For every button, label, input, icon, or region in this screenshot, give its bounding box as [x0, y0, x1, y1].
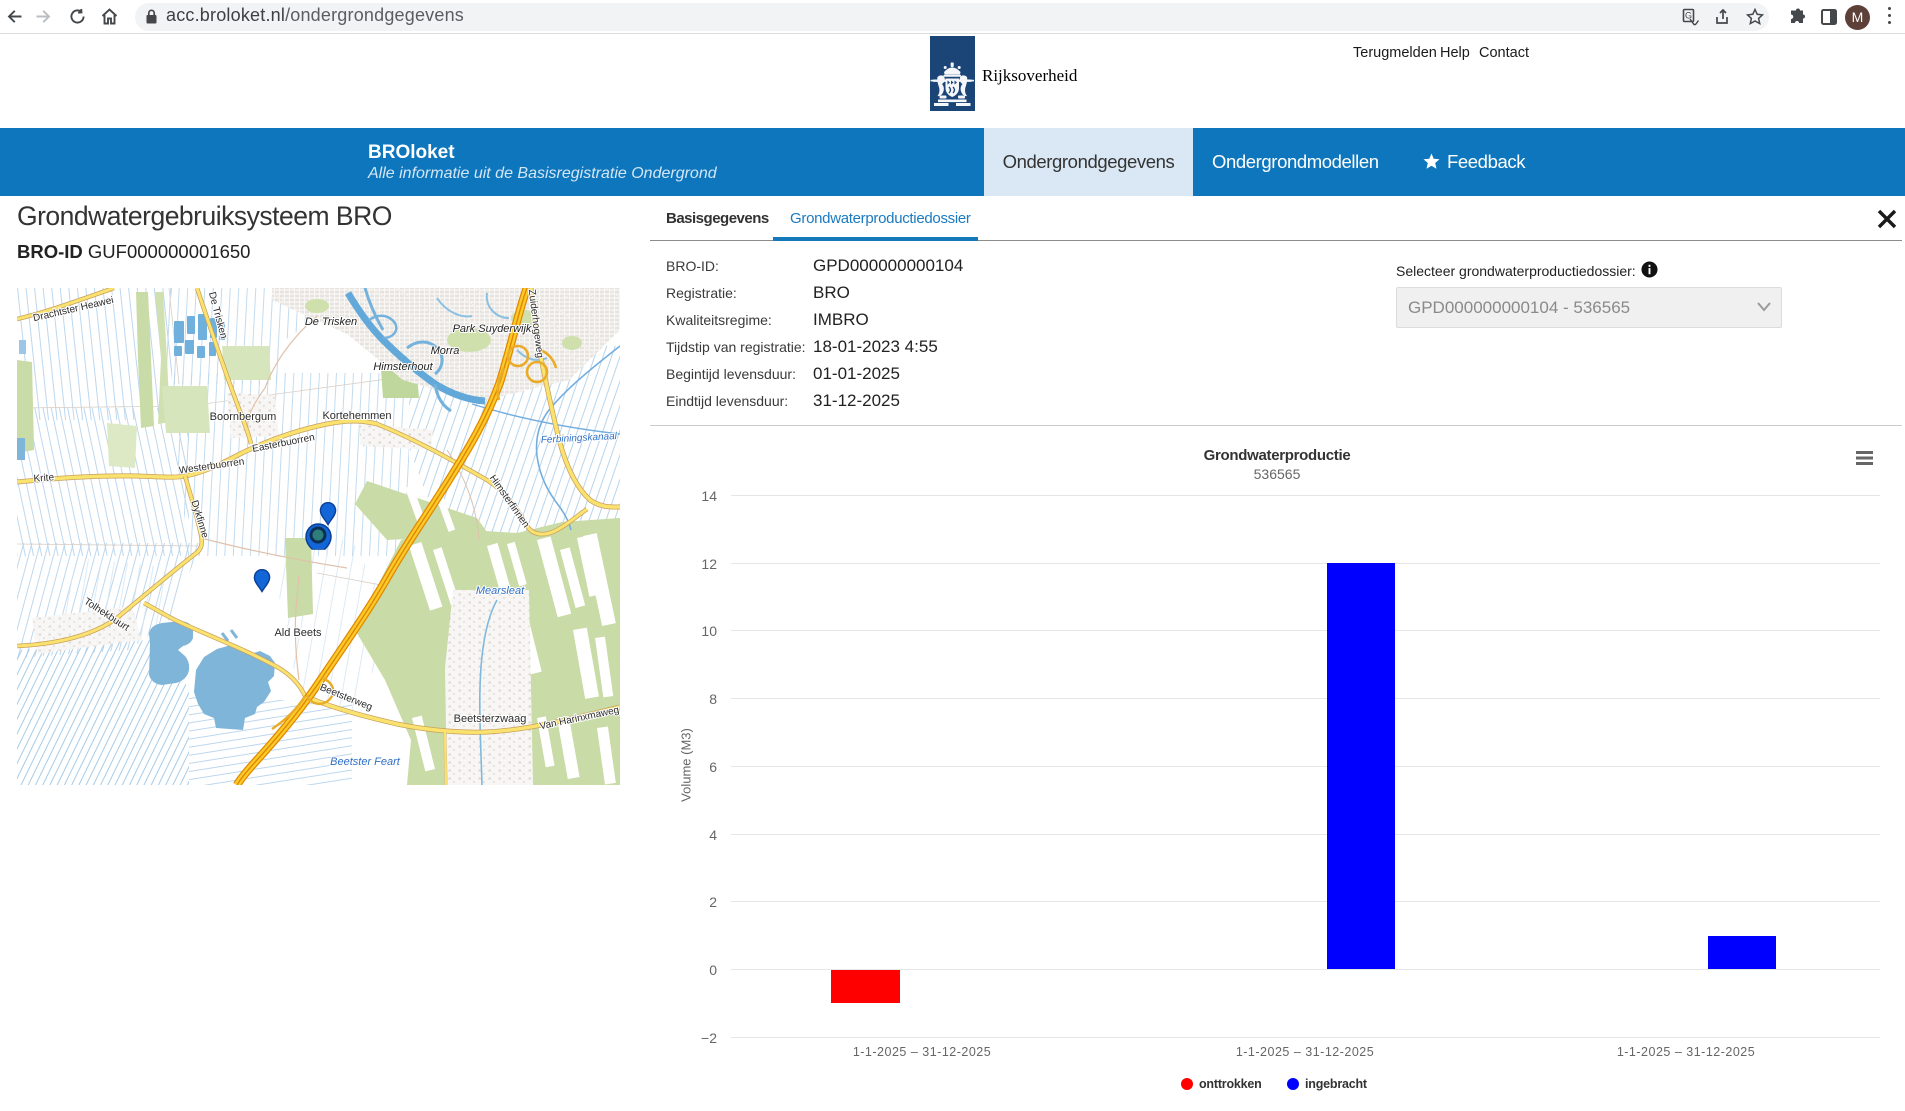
svg-text:Ferbiningskanaal: Ferbiningskanaal	[541, 431, 618, 446]
svg-text:Ald Beets: Ald Beets	[274, 627, 322, 639]
svg-text:Mearsleat: Mearsleat	[476, 585, 525, 597]
svg-text:Himsterhout: Himsterhout	[373, 361, 433, 373]
svg-text:G: G	[1685, 11, 1692, 21]
svg-text:De Trisken: De Trisken	[305, 316, 357, 328]
svg-text:Boornbergum: Boornbergum	[210, 411, 277, 423]
svg-text:Beetsterzwaag: Beetsterzwaag	[454, 713, 527, 725]
svg-text:Park Suyderwijk: Park Suyderwijk	[453, 323, 532, 335]
svg-text:Kortehemmen: Kortehemmen	[322, 410, 391, 422]
svg-text:Morra: Morra	[431, 345, 460, 357]
svg-text:Beetster Feart: Beetster Feart	[330, 756, 401, 768]
svg-text:Krite: Krite	[33, 472, 55, 484]
